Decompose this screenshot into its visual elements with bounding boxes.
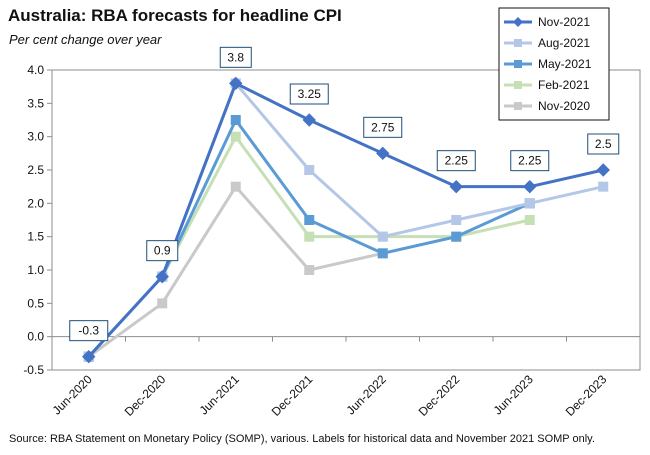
y-tick-label: 1.0: [27, 263, 44, 277]
data-point: [157, 298, 168, 309]
legend-label: May-2021: [538, 57, 592, 71]
data-label-box: [219, 46, 252, 68]
y-tick-label: 3.0: [27, 130, 44, 144]
y-tick-label: 0.5: [27, 296, 44, 310]
data-point: [230, 131, 241, 142]
legend-swatch-marker: [514, 60, 522, 68]
legend-label: Feb-2021: [538, 78, 590, 92]
data-label-box: [436, 150, 476, 172]
y-tick-label: -0.5: [23, 363, 44, 377]
x-tick-label: Jun-2022: [344, 372, 390, 418]
data-point: [304, 215, 315, 225]
x-tick-label: Dec-2022: [416, 372, 463, 419]
data-point: [304, 231, 315, 242]
data-label: 0.9: [154, 244, 171, 258]
legend-swatch-marker: [514, 39, 522, 47]
data-point: [451, 231, 462, 242]
data-label-box: [289, 83, 329, 105]
y-tick-label: 0.0: [27, 330, 44, 344]
data-label: 2.75: [371, 120, 395, 134]
data-label-box: [69, 320, 109, 342]
chart-title: Australia: RBA forecasts for headline CP…: [8, 6, 342, 25]
data-label: 3.25: [298, 87, 322, 101]
data-point: [598, 181, 609, 192]
data-point: [304, 265, 315, 275]
legend-label: Nov-2020: [538, 99, 590, 113]
x-tick-label: Jun-2021: [197, 372, 243, 418]
data-point: [449, 179, 463, 194]
x-tick-label: Dec-2023: [563, 372, 610, 419]
x-tick-label: Jun-2020: [50, 372, 96, 418]
data-point: [524, 215, 535, 225]
data-point: [376, 146, 390, 161]
data-point: [302, 113, 316, 127]
y-tick-label: 3.5: [27, 96, 44, 110]
data-point: [82, 349, 96, 364]
data-point: [524, 198, 535, 209]
data-label-box: [146, 240, 179, 262]
data-point: [377, 248, 388, 259]
data-point: [155, 269, 169, 284]
data-point: [377, 231, 388, 242]
data-point: [230, 181, 241, 192]
series-line: [87, 185, 457, 358]
x-tick-label: Dec-2021: [269, 372, 316, 419]
data-label: 2.25: [445, 154, 469, 168]
legend-swatch-marker: [514, 102, 522, 110]
legend-label: Aug-2021: [538, 36, 590, 50]
x-tick-label: Jun-2023: [491, 372, 537, 418]
legend-swatch-marker: [513, 17, 523, 27]
data-label: 2.5: [595, 137, 612, 151]
data-point: [523, 179, 537, 194]
data-label: -0.3: [78, 324, 99, 338]
data-label: 3.8: [227, 50, 244, 64]
y-tick-label: 4.0: [27, 63, 44, 77]
data-label-box: [510, 150, 550, 172]
data-label-box: [363, 116, 403, 138]
chart-source-note: Source: RBA Statement on Monetary Policy…: [9, 433, 595, 445]
y-tick-label: 1.5: [27, 230, 44, 244]
data-point: [230, 115, 241, 125]
data-label: 2.25: [518, 154, 542, 168]
x-tick-label: Dec-2020: [122, 372, 169, 419]
data-point: [304, 165, 315, 175]
legend-label: Nov-2021: [538, 15, 590, 29]
data-point: [596, 163, 610, 177]
data-point: [229, 76, 243, 91]
data-point: [451, 215, 462, 225]
y-tick-label: 2.0: [27, 196, 44, 210]
plot-area-frame: [51, 69, 641, 371]
data-label-box: [587, 133, 620, 155]
chart-subtitle: Per cent change over year: [9, 32, 162, 47]
legend-swatch-marker: [514, 81, 522, 89]
y-tick-label: 2.5: [27, 163, 44, 177]
